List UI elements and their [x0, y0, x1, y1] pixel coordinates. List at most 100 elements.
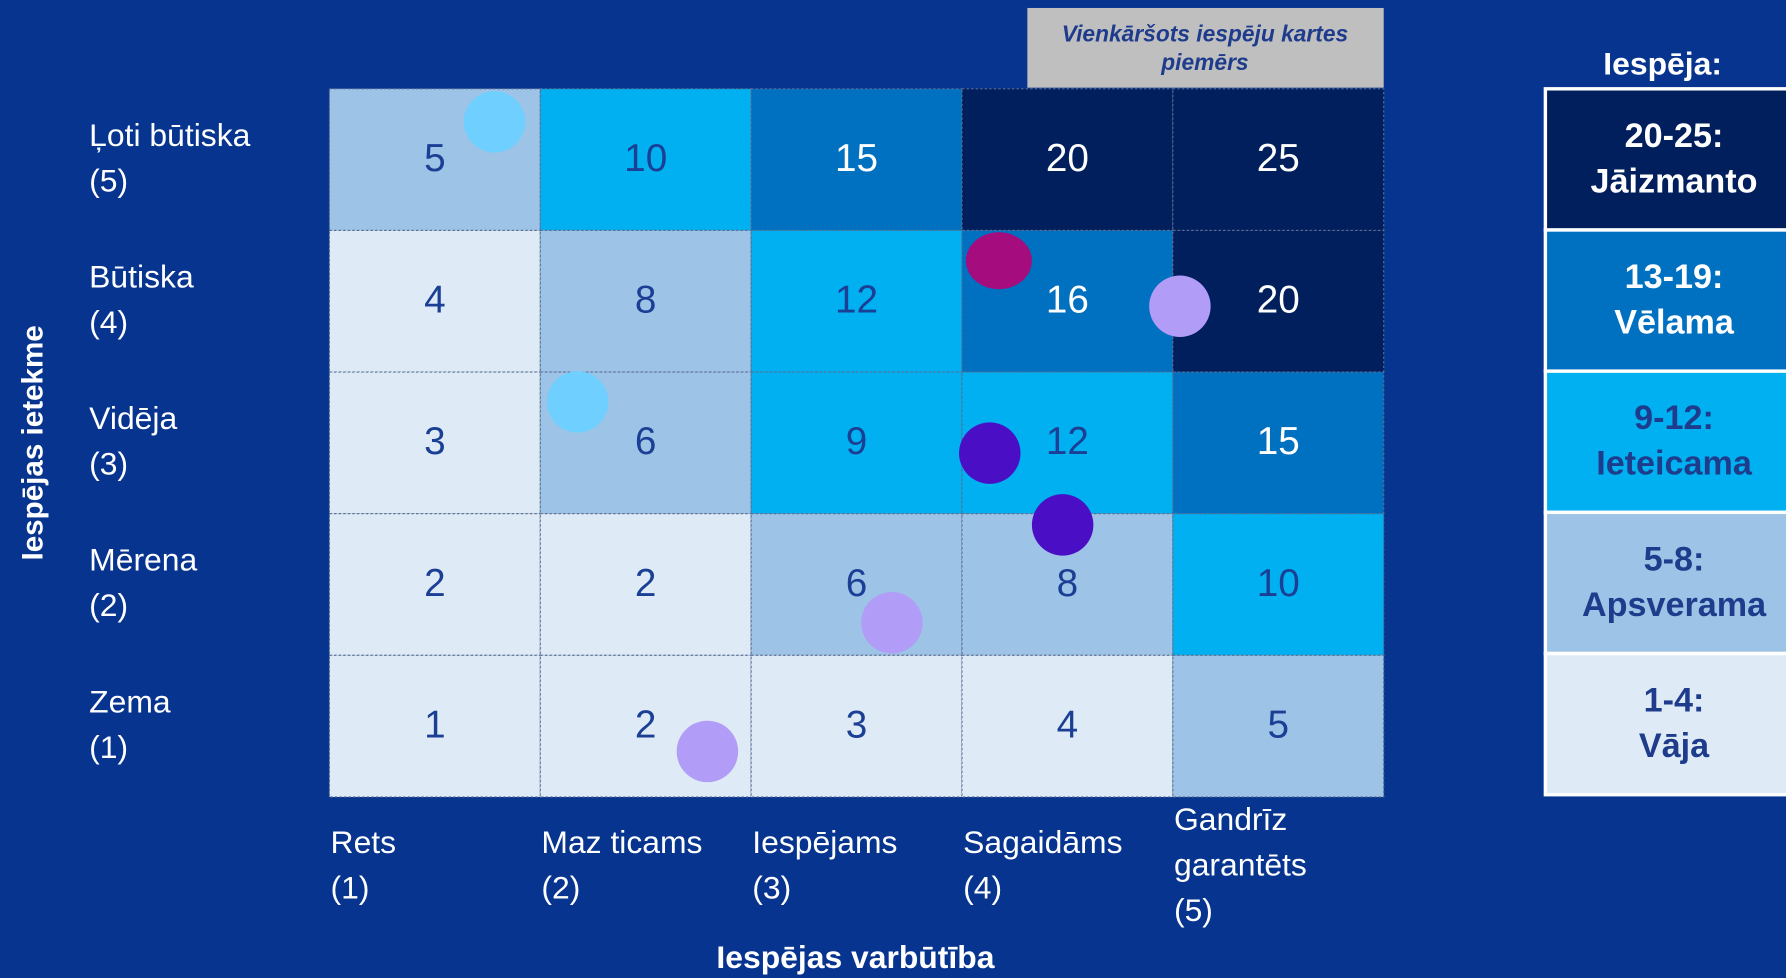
- column-label-line: garantēts: [1174, 847, 1307, 883]
- row-label: Vidēja (3): [89, 400, 177, 482]
- dot: [676, 720, 739, 783]
- row-label: Zema (1): [89, 684, 171, 766]
- legend-label: 1-4: Vāja: [1639, 681, 1710, 765]
- cell-value: 5: [1268, 704, 1290, 747]
- cell: [539, 513, 752, 656]
- legend-label-line: Vēlama: [1614, 303, 1735, 341]
- cell-value: 2: [635, 562, 657, 605]
- cell: [961, 88, 1174, 232]
- legend-label-line: Ieteicama: [1596, 445, 1753, 483]
- cell-value: 12: [1046, 420, 1089, 463]
- row-label-line: Ļoti būtiska: [89, 117, 250, 153]
- column-label-line: (4): [963, 870, 1002, 906]
- cell: [539, 88, 752, 232]
- row-label-line: Zema: [89, 684, 171, 720]
- cell-value: 8: [635, 279, 657, 322]
- legend-label-line: 13-19:: [1625, 258, 1724, 296]
- x-axis-label: Iespējas varbūtība: [716, 939, 994, 975]
- row-label-line: (5): [89, 163, 128, 199]
- row-label-line: Būtiska: [89, 259, 194, 295]
- cell: [1172, 88, 1385, 232]
- cell-value: 4: [1057, 704, 1079, 747]
- cell: [750, 513, 963, 656]
- cell: [961, 654, 1174, 798]
- cell-value: 9: [846, 420, 868, 463]
- column-label-line: (5): [1174, 893, 1213, 929]
- legend-label-line: 9-12:: [1634, 399, 1714, 437]
- cell-value: 3: [846, 704, 868, 747]
- legend-label: 20-25: Jāizmanto: [1591, 117, 1758, 201]
- legend-label: 9-12: Ieteicama: [1596, 399, 1753, 483]
- cell-value: 10: [1257, 562, 1300, 605]
- cell-value: 3: [424, 420, 446, 463]
- column-label: Sagaidāms (4): [963, 824, 1122, 906]
- row-label-line: (1): [89, 729, 128, 765]
- tag-text-line: piemērs: [1160, 49, 1248, 75]
- row-label-line: (2): [89, 588, 128, 624]
- legend-label: 5-8: Apsverama: [1582, 540, 1767, 624]
- column-label-line: Iespējams: [752, 824, 897, 860]
- cell-value: 2: [635, 704, 657, 747]
- cell-value: 20: [1046, 137, 1089, 180]
- column-label: Rets (1): [331, 824, 397, 906]
- cell: [328, 513, 541, 656]
- cell: [328, 654, 541, 798]
- cell: [328, 229, 541, 373]
- legend-swatch: [1543, 228, 1786, 373]
- legend-label-line: Apsverama: [1582, 586, 1767, 624]
- cell: [750, 654, 963, 798]
- cell: [328, 371, 541, 515]
- legend-label-line: 1-4:: [1644, 681, 1705, 719]
- cell: [750, 229, 963, 373]
- row-label-line: (3): [89, 446, 128, 482]
- legend-label-line: Jāizmanto: [1591, 162, 1758, 200]
- cell: [1172, 654, 1385, 798]
- dot: [1031, 494, 1094, 556]
- dot: [1149, 275, 1211, 338]
- row-label-line: Vidēja: [89, 400, 177, 436]
- legend-label: 13-19: Vēlama: [1614, 258, 1735, 342]
- matrix: 5 10 15 20 254 8 12 16 203 6 9 12 152 2 6 8 101 2 3 4 5: [328, 88, 1385, 798]
- legend-label-line: 5-8:: [1644, 540, 1705, 578]
- tag-text: Vienkāršots iespēju kartes piemērs: [1062, 20, 1348, 74]
- cell-value: 6: [846, 562, 868, 605]
- dot: [861, 592, 923, 654]
- dots: [463, 91, 1211, 783]
- legend-swatch: [1543, 369, 1786, 515]
- dot: [463, 91, 526, 153]
- legend-swatch: [1543, 651, 1786, 797]
- cell-value: 25: [1257, 137, 1300, 180]
- column-label-line: (1): [331, 870, 370, 906]
- column-label-line: Gandrīz: [1174, 801, 1287, 837]
- row-label-line: Mērena: [89, 542, 197, 578]
- legend-label-line: 20-25:: [1625, 117, 1724, 155]
- cell-value: 6: [635, 420, 657, 463]
- dot: [546, 371, 609, 433]
- column-label-line: Maz ticams: [541, 824, 702, 860]
- cell-value: 8: [1057, 562, 1079, 605]
- cell-value: 16: [1046, 279, 1089, 322]
- dot: [959, 422, 1021, 484]
- legend-swatch: [1543, 510, 1786, 656]
- legend-title: Iespēja:: [1603, 45, 1722, 81]
- cell: [1172, 371, 1385, 515]
- column-label-line: (3): [752, 870, 791, 906]
- cell: [750, 371, 963, 515]
- column-label-line: (2): [541, 870, 580, 906]
- column-label: Iespējams (3): [752, 824, 897, 906]
- legend-label-line: Vāja: [1639, 727, 1710, 765]
- column-label-line: Sagaidāms: [963, 824, 1122, 860]
- cell-value: 15: [1257, 420, 1300, 463]
- row-label: Būtiska (4): [89, 259, 194, 341]
- cell-value: 4: [424, 279, 446, 322]
- cell-value: 1: [424, 704, 446, 747]
- row-label: Mērena (2): [89, 542, 197, 624]
- y-axis-label: Iespējas ietekme: [16, 325, 49, 560]
- row-label-line: (4): [89, 304, 128, 340]
- tag-text-line: Vienkāršots iespēju kartes: [1062, 20, 1348, 46]
- cell-value: 15: [835, 137, 878, 180]
- column-label: Gandrīz garantēts (5): [1174, 801, 1307, 928]
- tag-box: [1027, 7, 1384, 88]
- column-label-line: Rets: [331, 824, 397, 860]
